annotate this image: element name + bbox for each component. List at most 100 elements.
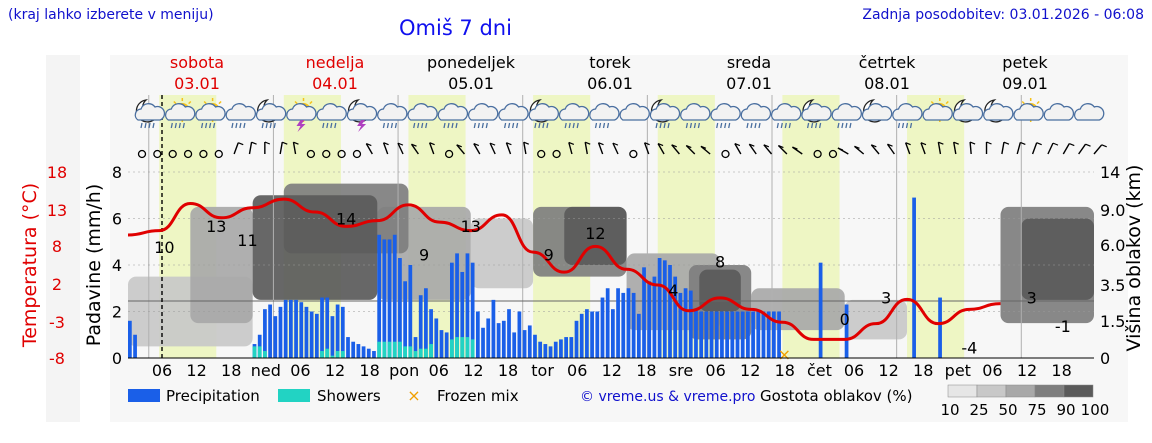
sun-cloud-rain-icon <box>164 98 196 129</box>
wind-calm-icon <box>813 149 822 159</box>
wind-barb-icon <box>700 145 711 155</box>
rain-drop <box>905 122 909 129</box>
precip-bar <box>709 311 714 358</box>
x-tick-label: 18 <box>221 361 241 380</box>
precip-bar <box>268 304 272 358</box>
precip-bar <box>263 309 267 358</box>
precip-bar <box>398 258 402 358</box>
wind-barb-flag <box>383 142 389 146</box>
frozen-mix-marker: × <box>778 345 791 364</box>
cloud-shape <box>740 103 772 121</box>
precip-bar <box>320 297 324 358</box>
rain-drop <box>606 122 610 129</box>
wind-barb-flag <box>887 143 893 147</box>
rain-drop <box>481 122 484 129</box>
lightning-shape <box>296 120 306 132</box>
rain-drop <box>425 122 428 129</box>
rain-drop <box>152 122 155 129</box>
cloud-icon <box>1043 103 1075 121</box>
wind-barb-flag <box>264 141 271 145</box>
x-tick-label: 12 <box>186 361 206 380</box>
temperature-tick: -8 <box>49 349 65 368</box>
rain-drop <box>473 122 476 129</box>
sun-ray <box>309 100 313 105</box>
wind-barb-icon <box>1016 142 1022 155</box>
wind-barb-flag <box>792 146 798 150</box>
day-date-label: 03.01 <box>174 74 220 93</box>
cloud-legend-level: 50 <box>998 401 1017 419</box>
wind-barb-icon <box>763 144 773 155</box>
cloud-legend-level: 100 <box>1081 401 1110 419</box>
wind-barb-icon <box>365 143 373 155</box>
sun-ray <box>1036 100 1040 105</box>
rain-drop <box>326 122 329 129</box>
precip-bar <box>475 311 480 358</box>
rain-drop <box>659 122 662 129</box>
frozen-legend-marker: × <box>407 386 420 405</box>
axes: 0 2 4 6 8 0 1.5 3.5 6.0 9.0 14 18 13 8 2 -3 -8 Temperatur… <box>19 163 1145 380</box>
wind-barb-flag <box>749 143 755 147</box>
wind-barb-flag <box>700 145 707 149</box>
rain-drop <box>837 122 840 129</box>
precip-bar <box>128 320 132 358</box>
cloud-shape <box>498 103 529 121</box>
x-tick-label: 12 <box>325 361 345 380</box>
shower-bar <box>392 341 397 358</box>
rain-drop <box>515 122 519 129</box>
shower-bar <box>418 348 423 358</box>
x-tick-label: 18 <box>498 361 518 380</box>
precip-bar <box>486 318 491 358</box>
sun-ray <box>188 100 192 105</box>
precip-bar <box>626 288 631 358</box>
cloud-cover-block <box>844 299 908 340</box>
cloud-rain-icon <box>498 103 529 129</box>
wind-calm-icon <box>721 149 730 159</box>
wind-barb-flag <box>686 144 692 149</box>
precip-bar <box>595 311 600 358</box>
cloud-icon <box>619 103 650 121</box>
x-tick-label: 18 <box>359 361 379 380</box>
cloud-shape <box>255 103 287 121</box>
x-tick-label: 06 <box>844 361 864 380</box>
wind-barb-icon <box>233 142 239 155</box>
day-date-label: 09.01 <box>1002 74 1048 93</box>
rain-drop <box>576 122 579 129</box>
wind-barb-icon <box>734 143 742 155</box>
cloud-height-tick: 0 <box>1100 349 1110 368</box>
day-date-label: 06.01 <box>587 74 633 93</box>
cloud-rain-icon <box>225 103 257 129</box>
day-name-label: sobota <box>170 53 224 72</box>
precip-bar <box>278 306 283 358</box>
x-tick-label: pet <box>945 361 971 380</box>
rain-drop <box>746 122 749 129</box>
wind-barb-icon <box>489 142 496 155</box>
rain-drop <box>685 122 689 129</box>
region-note[interactable]: (kraj lahko izberete v meniju) <box>8 7 214 23</box>
precip-bar <box>746 311 750 358</box>
rain-drop <box>269 122 272 129</box>
wind-calm-icon <box>322 149 331 159</box>
rain-drop <box>754 122 757 129</box>
cloud-shape <box>437 103 469 121</box>
wind-barb-flag <box>366 143 372 147</box>
wind-barb-flag <box>568 141 575 145</box>
precip-bar <box>366 348 371 358</box>
shower-bar <box>382 341 387 358</box>
day-name-label: torek <box>589 53 631 72</box>
x-tick-label: 06 <box>567 361 587 380</box>
cloud-shape <box>558 103 590 121</box>
precip-bar <box>616 288 620 358</box>
rain-drop <box>697 122 701 129</box>
cloud-legend-swatch <box>1005 384 1036 398</box>
wind-barb-flag <box>1069 143 1075 147</box>
wind-barb-flag <box>905 142 911 146</box>
temperature-label: -1 <box>1055 317 1071 336</box>
precip-bar <box>133 334 137 358</box>
precip-bar <box>720 311 724 358</box>
wind-barb-icon <box>870 144 880 155</box>
rain-drop <box>534 122 537 129</box>
precip-bar <box>611 309 615 358</box>
precip-bar <box>512 332 517 358</box>
wind-barb-icon <box>505 142 512 155</box>
wind-barb-icon <box>777 145 788 155</box>
